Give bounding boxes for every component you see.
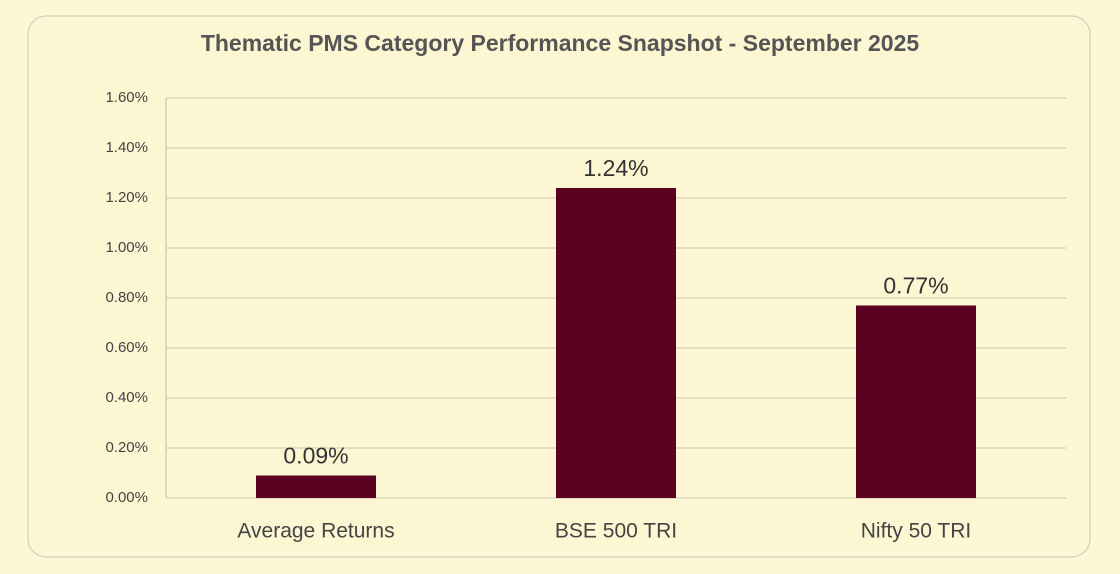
value-label: 0.09% <box>283 443 348 469</box>
x-tick-label: BSE 500 TRI <box>555 520 677 543</box>
y-tick-label: 1.20% <box>105 189 148 206</box>
x-tick-label: Average Returns <box>237 520 394 543</box>
y-tick-label: 0.40% <box>105 389 148 406</box>
bar <box>556 188 676 498</box>
y-tick-label: 1.40% <box>105 139 148 156</box>
value-label: 0.77% <box>883 273 948 299</box>
y-tick-label: 1.60% <box>105 89 148 106</box>
y-tick-label: 1.00% <box>105 239 148 256</box>
y-tick-label: 0.00% <box>105 489 148 506</box>
y-tick-label: 0.80% <box>105 289 148 306</box>
value-label: 1.24% <box>583 155 648 181</box>
y-tick-label: 0.60% <box>105 339 148 356</box>
x-tick-label: Nifty 50 TRI <box>861 520 971 543</box>
bar <box>856 305 976 498</box>
bar <box>256 475 376 498</box>
y-tick-label: 0.20% <box>105 439 148 456</box>
chart-title: Thematic PMS Category Performance Snapsh… <box>201 30 920 56</box>
